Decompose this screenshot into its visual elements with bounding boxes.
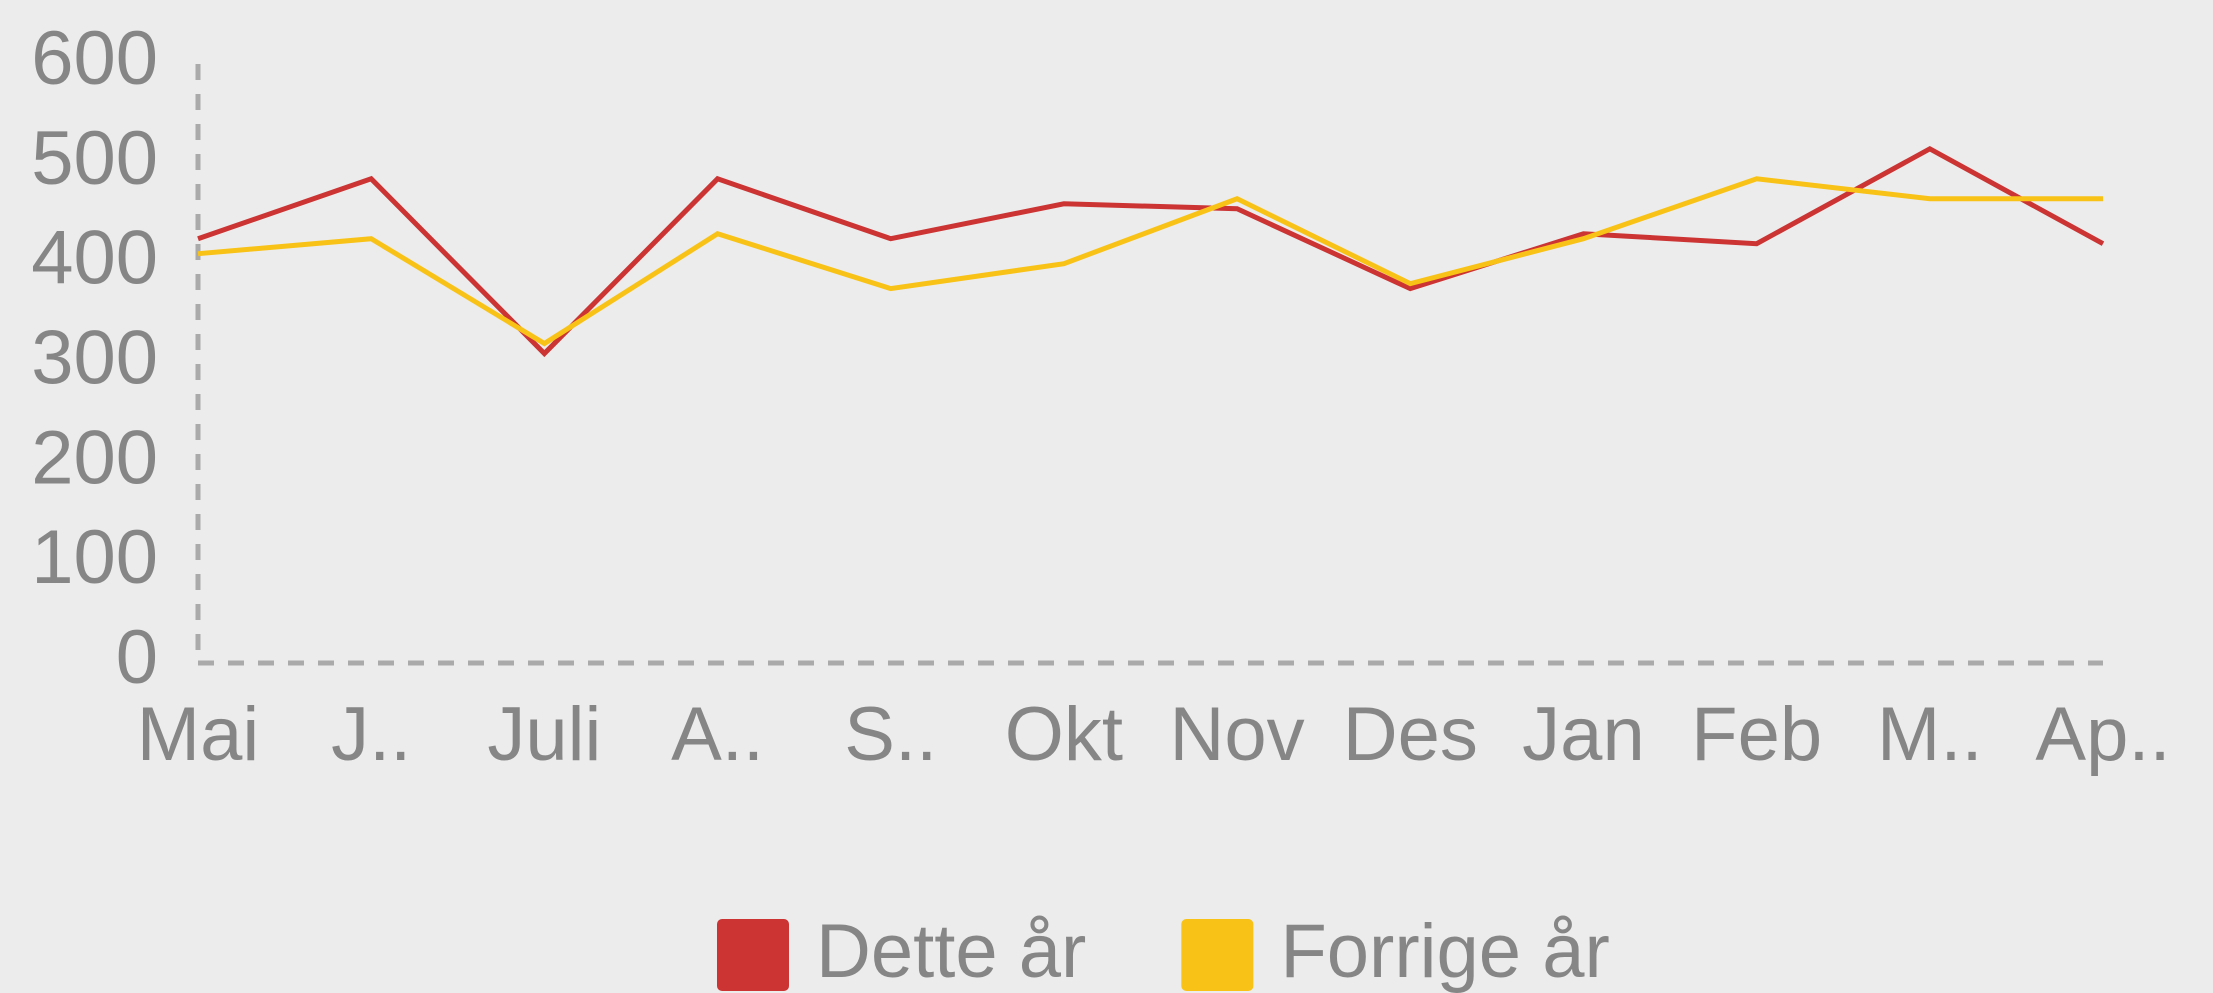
legend-label: Forrige år xyxy=(1280,909,1609,993)
x-tick-label: Juli xyxy=(487,692,601,777)
legend-swatch xyxy=(717,919,789,991)
y-tick-label: 600 xyxy=(31,16,158,101)
y-tick-label: 0 xyxy=(116,615,158,700)
x-tick-label: Mai xyxy=(137,692,259,777)
x-tick-label: Okt xyxy=(1005,692,1123,777)
x-tick-label: Feb xyxy=(1691,692,1822,777)
y-tick-label: 500 xyxy=(31,116,158,201)
x-tick-label: S.. xyxy=(844,692,937,777)
x-tick-label: Des xyxy=(1343,692,1478,777)
legend-swatch xyxy=(1181,919,1254,991)
y-tick-label: 400 xyxy=(31,216,158,301)
x-tick-label: A.. xyxy=(671,692,764,777)
line-series xyxy=(197,146,2105,358)
y-tick-label: 200 xyxy=(31,415,158,500)
x-tick-label: Ap.. xyxy=(2035,692,2170,777)
y-tick-label: 100 xyxy=(31,515,158,600)
legend-label: Dette år xyxy=(816,909,1086,993)
line-series xyxy=(197,176,2103,347)
y-tick-label: 300 xyxy=(31,316,158,401)
x-tick-label: Nov xyxy=(1170,692,1305,777)
x-tick-label: J.. xyxy=(331,692,411,777)
x-tick-label: M.. xyxy=(1877,692,1983,777)
x-tick-label: Jan xyxy=(1522,692,1645,777)
